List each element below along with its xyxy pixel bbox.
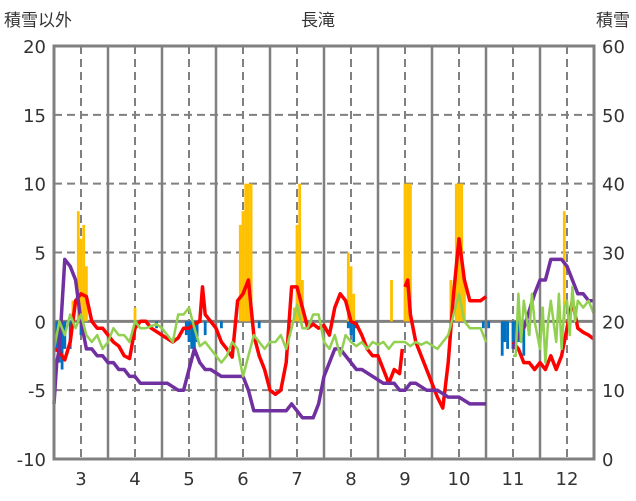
blue-bar xyxy=(193,321,196,356)
yellow-bar xyxy=(247,183,250,322)
blue-bar xyxy=(346,321,350,329)
x-tick-label: 4 xyxy=(129,469,140,490)
y-right-tick-label: 40 xyxy=(602,175,625,196)
y-left-tick-label: 10 xyxy=(23,175,46,196)
chart-title: 長滝 xyxy=(301,11,335,31)
tick-labels: 20 60 15 50 10 40 5 30 0 20 -5 10 -10 0 3 4 5 6 7 8 9 10 11 12 xyxy=(17,37,625,490)
yellow-bar xyxy=(409,183,412,322)
y-left-tick-label: 5 xyxy=(35,244,46,265)
blue-bar xyxy=(187,321,191,342)
y-right-tick-label: 20 xyxy=(602,312,625,333)
blue-bar xyxy=(190,321,194,349)
y-left-tick-label: 0 xyxy=(35,312,46,333)
y-right-tick-label: 0 xyxy=(602,450,613,471)
yellow-bar xyxy=(82,224,86,322)
blue-bar xyxy=(257,321,261,329)
y-right-tick-label: 60 xyxy=(602,37,625,58)
yellow-bar xyxy=(403,183,407,322)
blue-bar xyxy=(481,321,485,329)
y-right-tick-label: 10 xyxy=(602,381,625,402)
yellow-bar xyxy=(76,211,80,322)
blue-bar xyxy=(349,321,353,336)
blue-bar xyxy=(487,321,491,329)
yellow-bar xyxy=(449,280,453,322)
yellow-bar xyxy=(406,183,410,322)
x-tick-label: 9 xyxy=(399,469,410,490)
yellow-bar xyxy=(249,183,253,322)
blue-bar xyxy=(195,321,199,342)
y-right-tick-label: 50 xyxy=(602,106,625,127)
x-tick-label: 3 xyxy=(75,469,86,490)
right-axis-title: 積雪 xyxy=(596,11,630,31)
blue-bar xyxy=(352,321,356,342)
blue-bar xyxy=(203,321,207,336)
blue-bar xyxy=(220,321,223,329)
yellow-bar xyxy=(79,238,83,322)
yellow-bar xyxy=(295,224,299,322)
yellow-bar xyxy=(562,211,566,322)
y-left-tick-label: -10 xyxy=(17,450,46,471)
x-tick-label: 8 xyxy=(345,469,356,490)
y-left-tick-label: 15 xyxy=(23,106,46,127)
lines xyxy=(52,236,596,420)
blue-bar xyxy=(522,321,526,356)
y-left-tick-label: 20 xyxy=(23,37,46,58)
yellow-bar xyxy=(244,183,248,322)
x-tick-label: 6 xyxy=(237,469,248,490)
yellow-bar xyxy=(463,280,466,322)
blue-bar xyxy=(503,321,507,342)
red-series-line xyxy=(53,236,596,410)
yellow-bar xyxy=(390,280,393,322)
blue-bar xyxy=(511,321,515,349)
x-tick-label: 5 xyxy=(183,469,194,490)
blue-bar xyxy=(506,321,509,349)
x-tick-label: 11 xyxy=(502,469,525,490)
purple-series-line xyxy=(52,257,594,420)
x-tick-label: 7 xyxy=(291,469,302,490)
grid xyxy=(54,46,594,459)
x-tick-label: 10 xyxy=(448,469,471,490)
left-axis-title: 積雪以外 xyxy=(4,11,72,31)
blue-bar xyxy=(517,321,520,342)
green-series-line xyxy=(52,285,596,378)
yellow-bar xyxy=(349,266,353,322)
yellow-bar xyxy=(133,307,137,322)
yellow-bar xyxy=(298,183,302,322)
plot-frame xyxy=(52,44,596,461)
yellow-bar xyxy=(85,266,88,322)
yellow-bar xyxy=(352,293,356,322)
blue-bar xyxy=(500,321,504,356)
y-right-tick-label: 30 xyxy=(602,244,625,265)
x-tick-label: 12 xyxy=(556,469,579,490)
yellow-bar xyxy=(346,252,350,322)
yellow-bar xyxy=(241,211,245,322)
blue-bar xyxy=(60,321,64,370)
yellow-bar xyxy=(238,224,242,322)
y-left-tick-label: -5 xyxy=(28,381,46,402)
